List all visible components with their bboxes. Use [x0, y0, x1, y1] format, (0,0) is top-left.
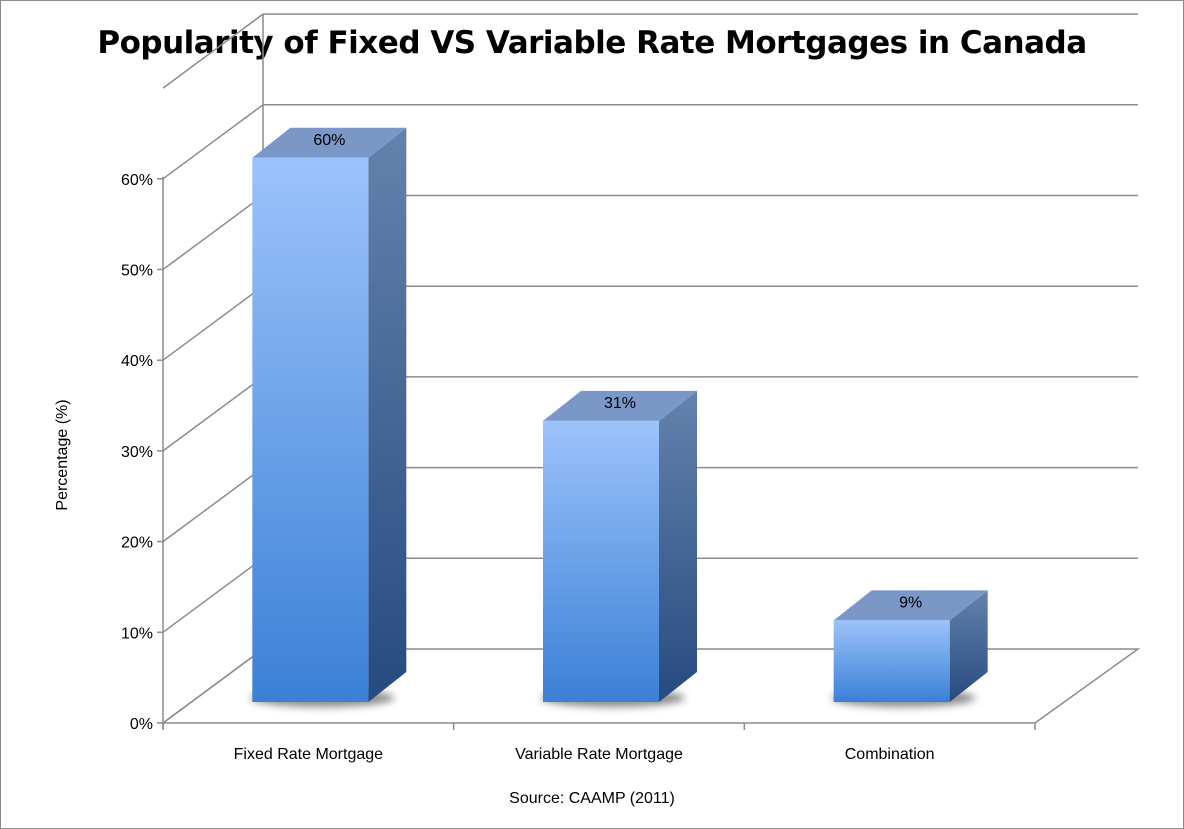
side-wall-gridline	[162, 13, 264, 89]
bar	[541, 390, 697, 707]
axis-layer: 0% 10% 20% 30% 40% 50% 60%	[121, 172, 1036, 733]
side-wall-gridline	[162, 104, 264, 180]
bar-front-face	[833, 620, 950, 702]
bar-top-face	[833, 590, 988, 621]
y-axis-title: Percentage (%)	[54, 399, 71, 511]
bars-layer	[250, 127, 988, 707]
data-label: 31%	[604, 395, 636, 412]
side-wall-gridline	[162, 557, 264, 633]
y-tick-label: 30%	[121, 444, 153, 461]
x-tick-label: Fixed Rate Mortgage	[234, 746, 384, 763]
data-label: 60%	[313, 132, 345, 149]
bar-side-face	[949, 590, 988, 702]
bar	[831, 590, 988, 707]
grid-layer	[160, 13, 1141, 724]
x-tick-label: Variable Rate Mortgage	[515, 746, 683, 763]
bar-side-face	[368, 127, 407, 703]
bar-front-face	[252, 157, 369, 703]
bar-side-face	[659, 390, 697, 702]
y-tick-label: 40%	[121, 353, 153, 370]
y-tick-label: 20%	[121, 535, 153, 552]
bar	[250, 127, 407, 707]
side-wall-gridline	[162, 376, 264, 452]
bar-front-face	[543, 420, 659, 702]
x-tick-label: Combination	[845, 746, 935, 763]
y-tick-label: 50%	[121, 263, 153, 280]
x-axis-title: Source: CAAMP (2011)	[509, 790, 675, 807]
bar-top-face	[252, 127, 407, 158]
side-wall-gridline	[162, 194, 264, 271]
y-tick-label: 60%	[121, 172, 153, 189]
bar-top-face	[543, 390, 697, 421]
labels-layer: 60% Fixed Rate Mortgage 31% Variable Rate M…	[234, 132, 935, 763]
side-wall-gridline	[162, 466, 264, 543]
y-tick-label: 0%	[130, 716, 153, 733]
data-label: 9%	[899, 594, 922, 611]
y-tick-label: 10%	[121, 625, 153, 642]
side-wall-gridline	[162, 285, 264, 361]
